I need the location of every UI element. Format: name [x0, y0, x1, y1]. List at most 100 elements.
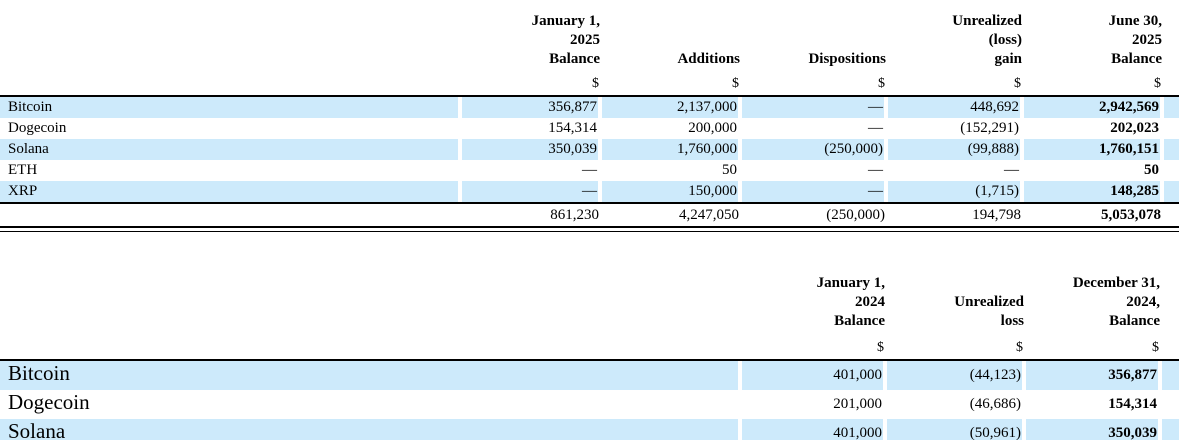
total-unrealized: 194,798 [972, 206, 1021, 223]
cell-june30-balance: 202,023 [1020, 118, 1162, 139]
table1-header-unrealized: Unrealized (loss) gain [952, 13, 1022, 67]
asset-label: XRP [0, 181, 460, 202]
table2-top-rule [0, 359, 1179, 361]
asset-label: Solana [0, 139, 460, 160]
spacer-cell [0, 331, 740, 359]
cell-unrealized-loss: (50,961) [883, 419, 1024, 440]
cell-unrealized: — [884, 160, 1022, 181]
total-jan1-balance: 861,230 [550, 206, 599, 223]
cell-june30-balance: 148,285 [1020, 181, 1162, 202]
table1-header-additions: Additions [677, 51, 740, 67]
cell-dec31-balance: 350,039 [1022, 419, 1160, 440]
spacer-cell [1160, 262, 1179, 331]
table1-header-spacer [0, 0, 460, 69]
spacer-cell [1160, 181, 1179, 202]
cell-jan1-balance: 201,000 [738, 390, 885, 419]
holdings-2024-body: Bitcoin 401,000 (44,123) 356,877 Dogecoi… [0, 361, 1179, 440]
table2-currency-row: $ $ $ [0, 331, 1179, 359]
cell-jan1-balance: 350,039 [458, 139, 600, 160]
currency-symbol: $ [732, 76, 739, 91]
table1-bottom-rule-2 [0, 231, 1179, 232]
rule-gap [0, 228, 1179, 231]
cell-unrealized-loss: (46,686) [883, 390, 1024, 419]
cell-additions: 200,000 [598, 118, 740, 139]
table-row-bitcoin: Bitcoin 356,877 2,137,000 — 448,692 2,94… [0, 97, 1179, 118]
total-dispositions: (250,000) [826, 206, 885, 223]
spacer-cell [1160, 97, 1179, 118]
spacer-cell [0, 69, 460, 95]
table-row-dogecoin: Dogecoin 154,314 200,000 — (152,291) 202… [0, 118, 1179, 139]
cell-dec31-balance: 356,877 [1022, 361, 1160, 390]
table-row-bitcoin-2024: Bitcoin 401,000 (44,123) 356,877 [0, 361, 1179, 390]
table1-header-jan1-balance: January 1, 2025 Balance [531, 13, 600, 67]
table-row-xrp: XRP — 150,000 — (1,715) 148,285 [0, 181, 1179, 202]
total-june30-balance: 5,053,078 [1101, 206, 1161, 223]
table2-header-spacer [0, 262, 740, 331]
cell-unrealized-loss: (44,123) [883, 361, 1024, 390]
table1-currency-row: $ $ $ $ $ [0, 69, 1179, 95]
table2-header-row: January 1, 2024 Balance Unrealized loss … [0, 262, 1179, 331]
cell-dec31-balance: 154,314 [1022, 390, 1160, 419]
cell-june30-balance: 1,760,151 [1020, 139, 1162, 160]
holdings-2025-table: January 1, 2025 Balance Additions Dispos… [0, 0, 1179, 95]
cell-unrealized: (1,715) [884, 181, 1022, 202]
cell-dispositions: — [738, 181, 886, 202]
table2-header-unrealized-loss: Unrealized loss [954, 294, 1024, 329]
spacer-cell [1160, 118, 1179, 139]
table1-subtotal-rule [0, 202, 1179, 204]
currency-symbol: $ [1016, 340, 1023, 355]
cell-dispositions: — [738, 160, 886, 181]
cell-additions: 2,137,000 [598, 97, 740, 118]
spacer-cell [1158, 390, 1179, 419]
currency-symbol: $ [1014, 76, 1021, 91]
table1-total-row: 861,230 4,247,050 (250,000) 194,798 5,05… [0, 204, 1179, 226]
cell-jan1-balance: — [458, 160, 600, 181]
cell-unrealized: (152,291) [884, 118, 1022, 139]
table1-header-row: January 1, 2025 Balance Additions Dispos… [0, 0, 1179, 69]
holdings-2025-total: 861,230 4,247,050 (250,000) 194,798 5,05… [0, 204, 1179, 226]
asset-label: Dogecoin [8, 120, 67, 136]
currency-symbol: $ [1152, 340, 1159, 355]
spacer-cell [1162, 0, 1179, 69]
asset-label: Solana [0, 419, 740, 440]
spacer-cell [1160, 160, 1179, 181]
spacer-cell [1158, 419, 1179, 440]
table1-top-rule [0, 95, 1179, 97]
cell-dispositions: (250,000) [738, 139, 886, 160]
currency-symbol: $ [592, 76, 599, 91]
asset-label: ETH [8, 162, 38, 178]
cell-jan1-balance: 356,877 [458, 97, 600, 118]
table2-header-jan1-balance: January 1, 2024 Balance [816, 275, 885, 329]
spacer-cell [1162, 204, 1179, 226]
table1-header-dispositions: Dispositions [808, 51, 886, 67]
cell-dispositions: — [738, 118, 886, 139]
asset-label: Bitcoin [0, 97, 460, 118]
total-additions: 4,247,050 [679, 206, 739, 223]
spacer-cell [1158, 361, 1179, 390]
table1-bottom-rule [0, 226, 1179, 228]
currency-symbol: $ [877, 340, 884, 355]
cell-jan1-balance: 401,000 [738, 361, 885, 390]
spacer-cell [0, 204, 460, 226]
cell-jan1-balance: — [458, 181, 600, 202]
cell-june30-balance: 2,942,569 [1020, 97, 1162, 118]
cell-unrealized: (99,888) [884, 139, 1022, 160]
asset-label: Dogecoin [8, 390, 90, 414]
cell-june30-balance: 50 [1020, 160, 1162, 181]
holdings-2025-body: Bitcoin 356,877 2,137,000 — 448,692 2,94… [0, 97, 1179, 202]
cell-dispositions: — [738, 97, 886, 118]
spacer-cell [1160, 331, 1179, 359]
holdings-2024-table: January 1, 2024 Balance Unrealized loss … [0, 262, 1179, 359]
spacer-cell [1162, 69, 1179, 95]
table-row-eth: ETH — 50 — — 50 [0, 160, 1179, 181]
table-row-solana-2024: Solana 401,000 (50,961) 350,039 [0, 419, 1179, 440]
currency-symbol: $ [1154, 76, 1161, 91]
cell-unrealized: 448,692 [884, 97, 1022, 118]
asset-label: Bitcoin [0, 361, 740, 390]
table-row-solana: Solana 350,039 1,760,000 (250,000) (99,8… [0, 139, 1179, 160]
table1-header-june30-balance: June 30, 2025 Balance [1108, 13, 1162, 67]
currency-symbol: $ [878, 76, 885, 91]
cell-jan1-balance: 154,314 [458, 118, 600, 139]
cell-jan1-balance: 401,000 [738, 419, 885, 440]
